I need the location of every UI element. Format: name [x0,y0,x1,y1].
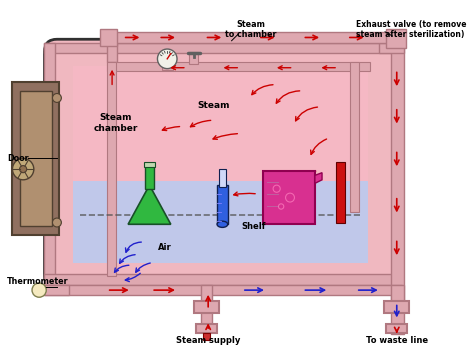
Bar [107,43,118,62]
Bar [45,43,55,285]
Bar [379,43,404,54]
Bar [203,333,210,340]
FancyBboxPatch shape [45,39,397,288]
Bar [264,171,315,224]
Bar [45,285,69,296]
Bar [392,285,404,334]
Bar [105,32,395,43]
Polygon shape [128,185,171,224]
Bar [196,324,217,333]
Bar [45,285,402,296]
Bar [190,52,199,64]
Bar [386,29,406,48]
Bar [45,43,397,54]
Bar [217,185,228,224]
Bar [145,166,154,189]
Bar [384,301,409,313]
Bar [73,181,368,264]
Bar [100,29,118,46]
Bar [336,162,345,222]
Text: Steam: Steam [197,100,230,110]
Bar [73,66,368,191]
Text: Steam
chamber: Steam chamber [93,113,138,132]
Text: Steam supply: Steam supply [176,336,240,345]
Bar [12,82,59,235]
Bar [350,62,359,212]
Circle shape [53,94,61,102]
Bar [162,52,173,70]
Bar [194,301,219,313]
Polygon shape [315,173,322,183]
Text: To waste line: To waste line [366,336,428,345]
Bar [19,91,52,226]
Bar [386,324,408,333]
Circle shape [157,49,177,68]
Bar [392,43,404,301]
Circle shape [32,283,46,297]
Circle shape [19,166,27,173]
Text: Door: Door [7,154,29,163]
Text: Steam
to chamber: Steam to chamber [225,20,277,39]
Text: Exhaust valve (to remove
steam after sterilization): Exhaust valve (to remove steam after ste… [356,20,466,39]
Bar [219,169,226,187]
Text: Shelf: Shelf [241,222,266,231]
Bar [107,62,370,71]
Bar [107,62,116,276]
Bar [45,274,397,285]
Circle shape [12,158,34,180]
Ellipse shape [217,221,228,228]
Text: Thermometer: Thermometer [7,277,69,286]
Bar [201,285,212,329]
Text: Air: Air [158,243,172,252]
Bar [144,162,155,167]
Circle shape [53,218,61,227]
